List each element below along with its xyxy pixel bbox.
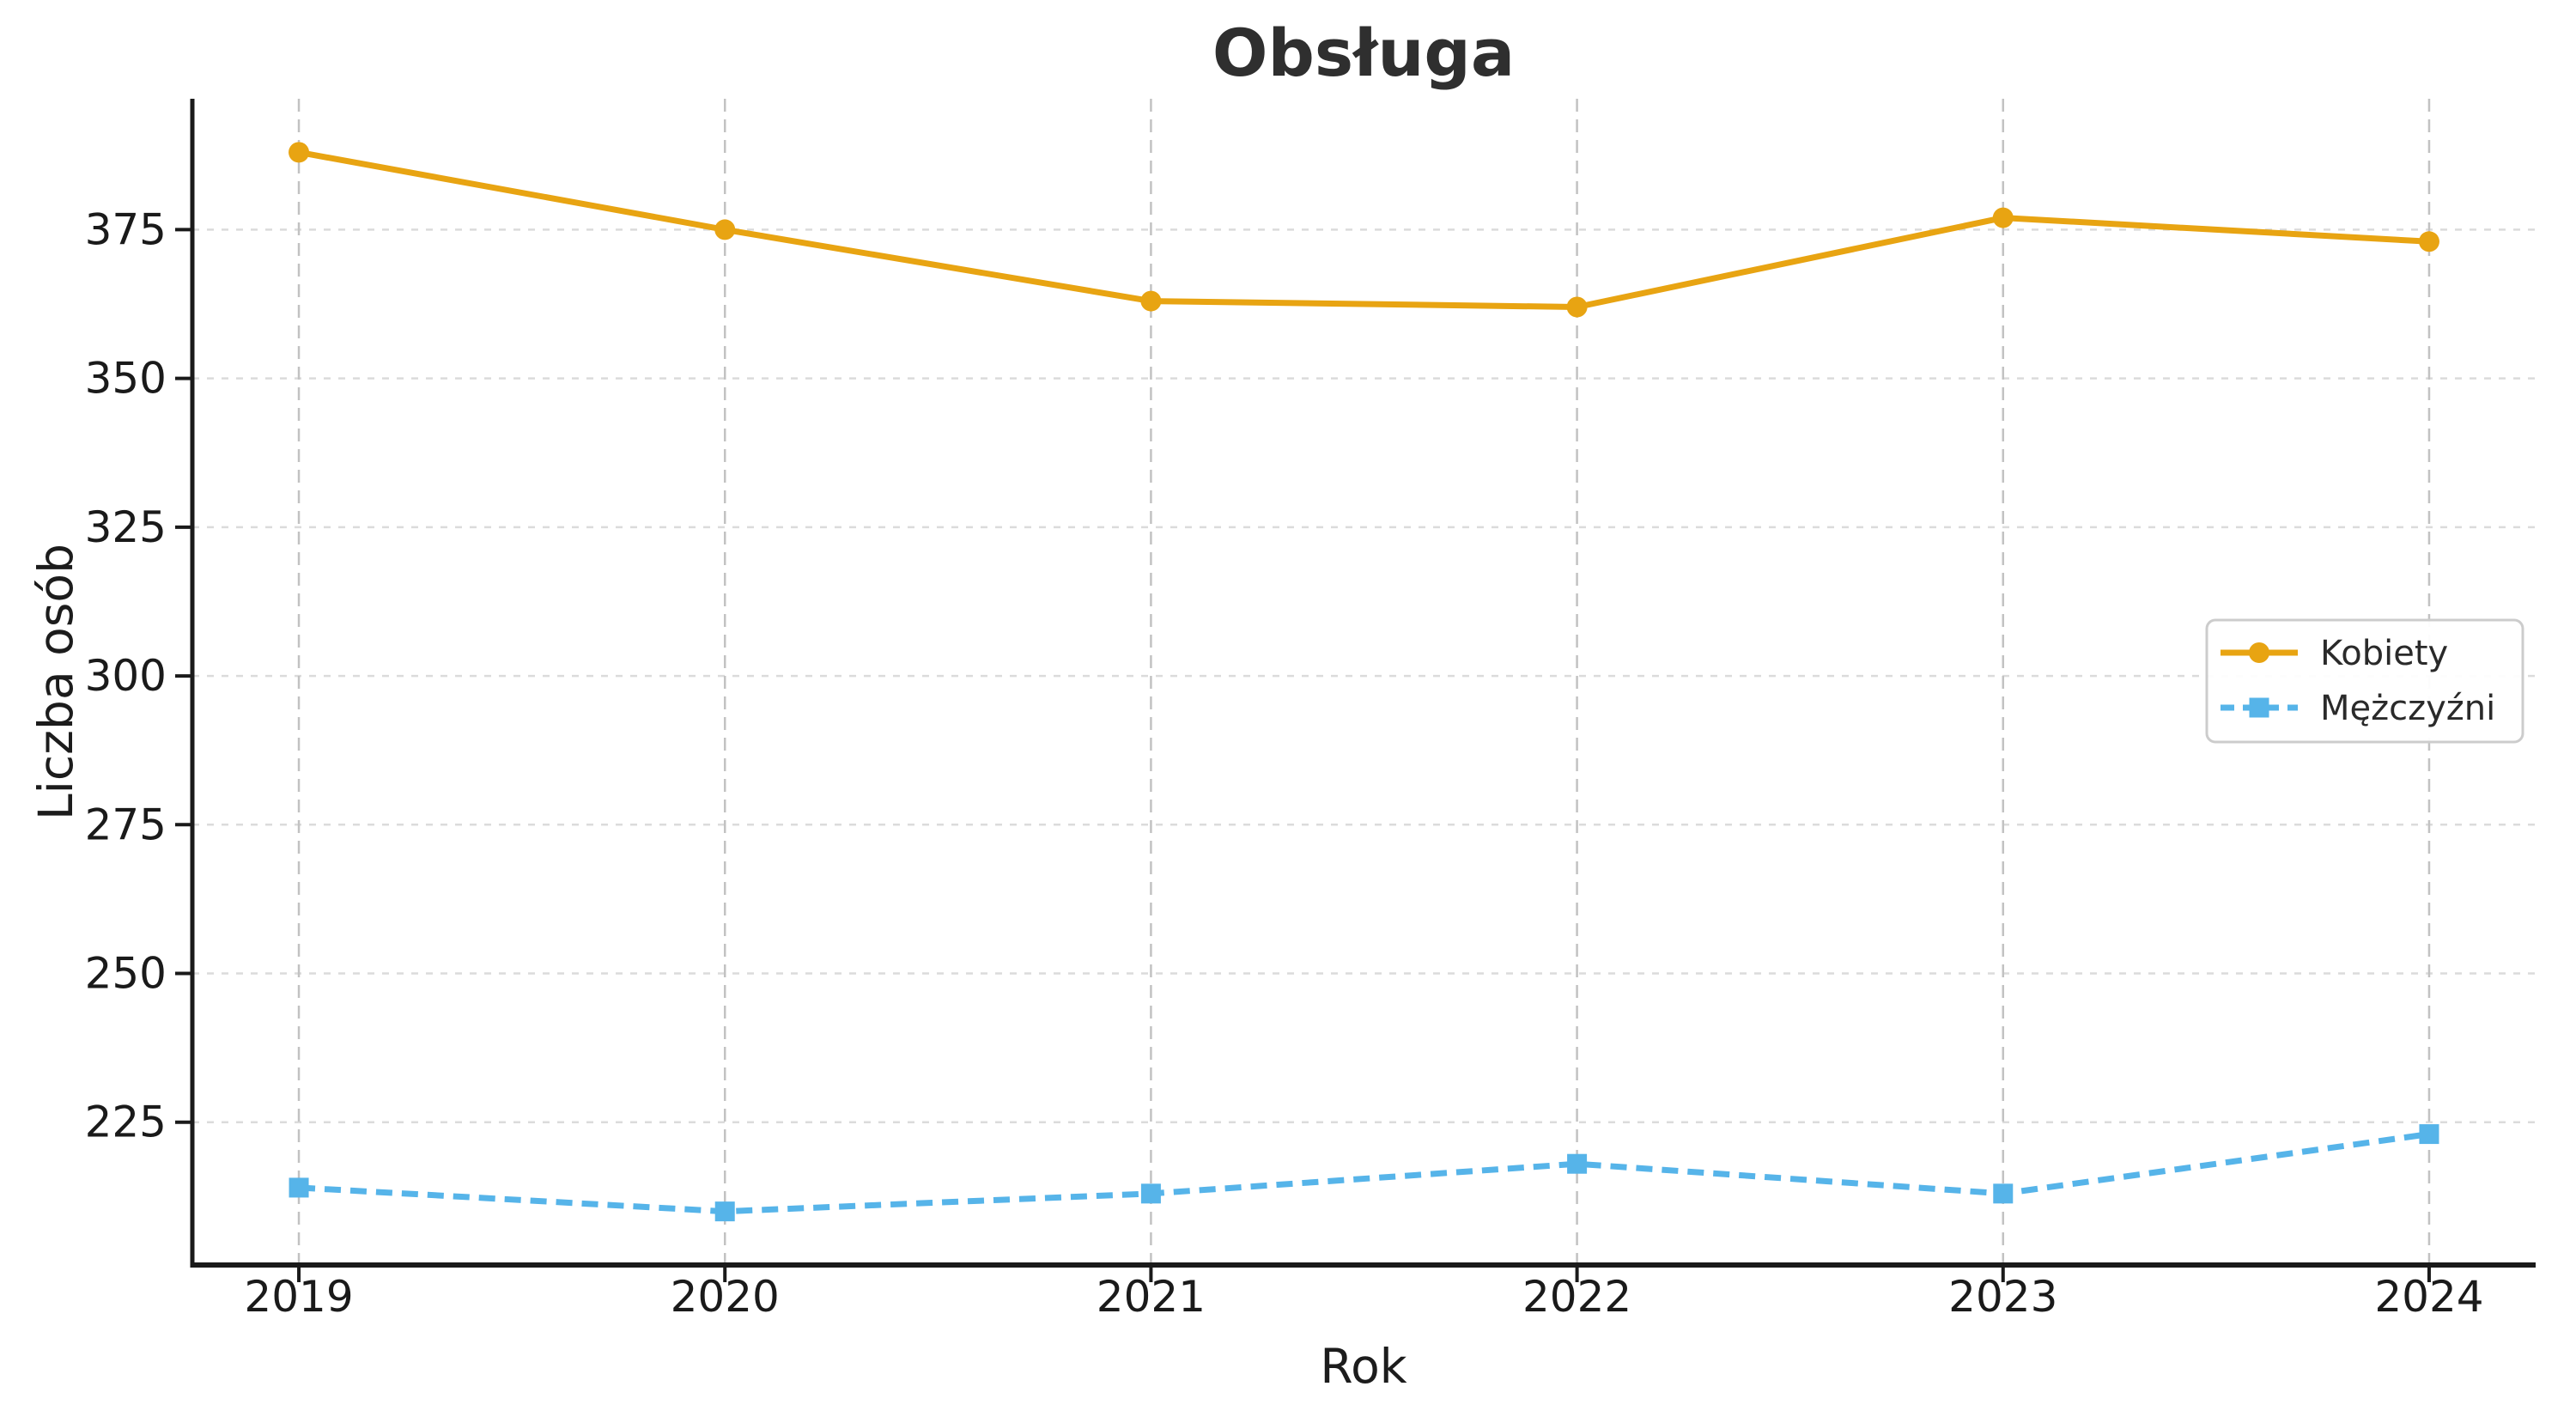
data-point-marker <box>714 1201 735 1222</box>
data-point-marker <box>714 219 736 240</box>
y-tick-label: 325 <box>85 502 167 552</box>
y-tick-label: 225 <box>85 1098 167 1147</box>
y-axis-label: Liczba osób <box>28 544 83 820</box>
data-series <box>289 142 2439 1222</box>
data-point-marker <box>1993 1183 2014 1204</box>
x-tick-labels: 2019 2020 2021 2022 2023 2024 <box>244 1272 2483 1322</box>
series-line <box>298 1131 2430 1215</box>
horizontal-gridlines <box>192 228 2536 1123</box>
y-tick-label: 375 <box>85 204 167 254</box>
data-point-marker <box>2419 1124 2439 1145</box>
x-axis-label: Rok <box>1320 1339 1406 1394</box>
legend-entry-kobiety: Kobiety <box>2221 634 2448 673</box>
data-point-marker <box>1992 207 2014 228</box>
series-mężczyźni <box>289 1124 2439 1222</box>
legend-label: Mężczyźni <box>2320 689 2495 728</box>
y-tick-label: 275 <box>85 800 167 849</box>
y-tick-label: 300 <box>85 651 167 701</box>
data-point-marker <box>1140 290 1162 312</box>
chart-title: Obsługa <box>1212 15 1515 91</box>
axes-spines <box>190 99 2536 1268</box>
data-point-marker <box>1567 1153 1588 1174</box>
x-tick-label: 2022 <box>1522 1272 1631 1322</box>
series-kobiety <box>289 142 2439 318</box>
x-tick-label: 2021 <box>1097 1272 1206 1322</box>
legend-marker-circle-icon <box>2249 642 2269 663</box>
legend: Kobiety Mężczyźni <box>2205 618 2524 744</box>
data-point-marker <box>2418 231 2439 252</box>
x-tick-label: 2019 <box>244 1272 353 1322</box>
vertical-gridlines <box>297 99 2431 1265</box>
data-point-marker <box>1566 296 1588 318</box>
x-tick-label: 2020 <box>671 1272 780 1322</box>
axis-tick-marks <box>175 228 2431 1282</box>
legend-entry-mężczyźni: Mężczyźni <box>2221 689 2495 728</box>
x-tick-label: 2024 <box>2374 1272 2483 1322</box>
series-line <box>298 149 2430 310</box>
data-point-marker <box>1140 1183 1161 1204</box>
x-tick-label: 2023 <box>1948 1272 2057 1322</box>
legend-marker-square-icon <box>2249 697 2269 718</box>
data-point-marker <box>289 142 310 163</box>
data-point-marker <box>289 1177 309 1198</box>
legend-label: Kobiety <box>2320 634 2448 673</box>
y-tick-labels: 225 250 275 300 325 350 375 <box>85 204 167 1146</box>
y-tick-label: 350 <box>85 354 167 404</box>
y-tick-label: 250 <box>85 949 167 999</box>
